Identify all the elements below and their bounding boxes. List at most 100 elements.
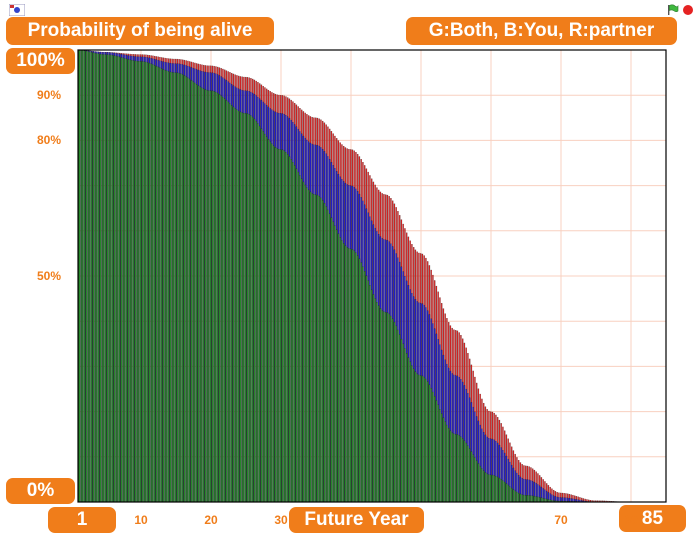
bar-both — [278, 149, 280, 503]
bar-both — [195, 84, 198, 503]
bar-both — [132, 60, 135, 503]
bar-both — [292, 162, 294, 503]
bar-both — [83, 50, 86, 503]
bar-both — [185, 76, 187, 503]
x-tick-label: 30 — [274, 513, 288, 527]
bar-both — [96, 53, 98, 503]
bar-both — [101, 54, 103, 503]
bar-both — [159, 67, 161, 503]
bar-both — [180, 73, 182, 503]
bar-both — [293, 165, 296, 503]
bar-both — [419, 375, 422, 503]
bar-both — [372, 294, 375, 503]
bar-both — [400, 338, 403, 503]
bar-both — [507, 484, 509, 503]
bar-both — [89, 51, 91, 503]
bar-both — [412, 368, 415, 503]
bar-both — [220, 95, 222, 503]
bar-both — [146, 62, 149, 503]
bar-both — [300, 178, 303, 503]
bar-both — [258, 125, 261, 503]
bar-both — [474, 457, 476, 503]
bar-both — [181, 74, 184, 503]
bar-both — [537, 496, 539, 503]
bar-both — [379, 308, 382, 503]
bar-both — [320, 197, 322, 503]
bar-both — [330, 217, 333, 503]
bar-both — [367, 280, 369, 503]
bar-both — [313, 194, 315, 503]
bar-both — [467, 445, 469, 503]
bar-both — [526, 495, 529, 503]
bar-both — [309, 191, 312, 503]
bar-both — [460, 436, 462, 503]
bar-both — [262, 131, 264, 503]
bar-both — [482, 470, 485, 503]
bar-both — [437, 404, 439, 503]
y-tick-label: 80% — [37, 133, 62, 148]
bar-both — [178, 72, 180, 503]
bar-both — [502, 480, 504, 503]
bar-both — [390, 315, 392, 503]
bar-both — [152, 64, 154, 503]
bar-both — [531, 495, 534, 503]
bar-both — [199, 86, 201, 503]
bar-both — [218, 94, 221, 503]
bar-both — [530, 495, 532, 503]
bar-both — [421, 375, 424, 503]
bar-both — [404, 348, 406, 503]
bar-both — [134, 60, 137, 503]
bar-both — [533, 495, 536, 503]
bar-both — [174, 72, 177, 503]
bar-both — [216, 92, 219, 503]
bar-both — [510, 487, 513, 503]
bar-both — [328, 213, 331, 503]
bar-both — [188, 78, 191, 503]
bar-both — [87, 51, 89, 503]
bar-both — [213, 91, 215, 503]
bar-both — [138, 61, 140, 503]
bar-both — [496, 476, 499, 503]
bar-both — [204, 89, 207, 503]
bar-both — [82, 50, 84, 503]
bar-both — [402, 343, 404, 503]
bar-both — [512, 489, 515, 503]
green-flag-icon[interactable] — [667, 4, 679, 16]
bar-both — [407, 357, 410, 503]
bar-both — [433, 395, 436, 503]
bar-both — [453, 433, 455, 503]
bar-both — [295, 168, 298, 503]
bar-both — [355, 252, 357, 503]
bar-both — [342, 243, 345, 503]
bar-both — [164, 69, 166, 503]
bar-both — [183, 75, 186, 503]
bar-both — [173, 72, 175, 503]
bar-both — [489, 474, 492, 503]
bar-both — [409, 361, 411, 503]
bar-both — [176, 72, 179, 503]
scratch-menu-icon[interactable] — [9, 4, 25, 16]
bar-both — [430, 387, 432, 503]
bar-both — [94, 52, 96, 503]
bar-both — [517, 492, 520, 503]
bar-both — [78, 49, 81, 503]
bar-both — [251, 116, 254, 503]
bar-both — [157, 66, 159, 503]
bar-both — [302, 181, 305, 503]
bar-both — [307, 189, 310, 503]
bar-both — [80, 50, 82, 503]
bar-both — [349, 248, 352, 503]
bar-both — [363, 270, 366, 503]
bar-both — [122, 57, 124, 503]
bar-both — [150, 63, 152, 503]
bar-both — [244, 113, 247, 503]
bar-both — [516, 491, 518, 503]
bar-both — [234, 108, 236, 503]
x-start-label: 1 — [48, 507, 116, 533]
red-stop-icon[interactable] — [682, 4, 694, 16]
bar-both — [369, 285, 371, 503]
bar-both — [269, 141, 271, 503]
bar-both — [166, 70, 168, 503]
bar-both — [383, 311, 385, 503]
bar-both — [456, 434, 459, 503]
